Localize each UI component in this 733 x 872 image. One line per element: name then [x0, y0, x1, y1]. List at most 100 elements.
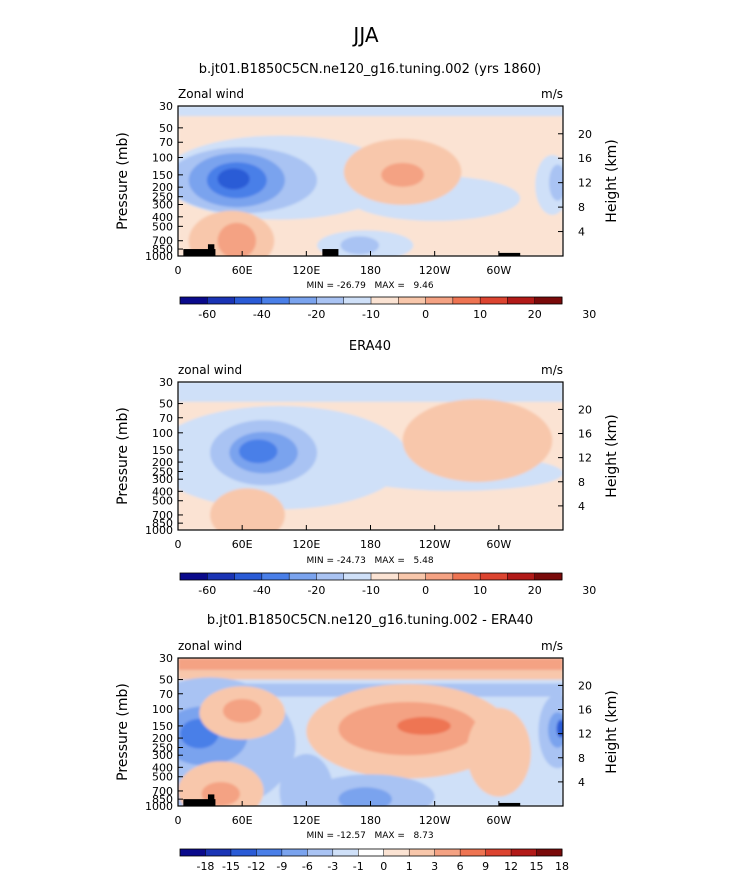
- colorbar-swatch: [180, 297, 208, 304]
- topography-mask: [322, 249, 339, 256]
- colorbar-label: 12: [504, 860, 518, 872]
- colorbar-swatch: [398, 297, 427, 304]
- topography-mask: [207, 244, 215, 256]
- colorbar-label: 1: [406, 860, 413, 872]
- y-tick-label: 700: [152, 509, 173, 522]
- colorbar-label: 30: [582, 308, 596, 321]
- y-tick-label: 1000: [145, 250, 173, 263]
- colorbar-label: -10: [362, 308, 380, 321]
- field-contour: [217, 222, 257, 256]
- colorbar-swatch: [234, 297, 263, 304]
- y-tick-label: 30: [159, 652, 173, 665]
- units-label: m/s: [541, 87, 563, 101]
- y2-tick-label: 4: [578, 776, 585, 789]
- colorbar-swatch: [256, 849, 283, 856]
- colorbar-swatch: [536, 849, 563, 856]
- colorbar-swatch: [480, 573, 508, 580]
- colorbar-swatch: [289, 573, 317, 580]
- colorbar-label: 30: [582, 584, 596, 597]
- colorbar-swatch: [534, 573, 563, 580]
- y2-tick-label: 8: [578, 201, 585, 214]
- colorbar-swatch: [507, 573, 536, 580]
- y-tick-label: 500: [152, 220, 173, 233]
- colorbar-label: -20: [307, 308, 325, 321]
- field-contour: [397, 717, 451, 735]
- plot-field: [178, 382, 563, 530]
- colorbar-swatch: [316, 297, 345, 304]
- colorbar-swatch: [307, 849, 334, 856]
- field-band: [178, 106, 563, 117]
- y-tick-label: 1000: [145, 800, 173, 813]
- y-tick-label: 70: [159, 688, 173, 701]
- y2-ticks: 20 16 12 8 4: [558, 128, 592, 239]
- y2-tick-label: 16: [578, 428, 592, 441]
- field-contour: [238, 439, 278, 464]
- field-contour: [222, 699, 262, 723]
- colorbar-swatch: [507, 297, 536, 304]
- x-tick-label: 0: [175, 538, 182, 551]
- x-tick-label: 120W: [419, 538, 451, 551]
- topography-mask: [498, 802, 521, 806]
- colorbar-label: 15: [530, 860, 544, 872]
- units-label: m/s: [541, 639, 563, 653]
- y2-tick-label: 4: [578, 500, 585, 513]
- x-tick-label: 120E: [292, 538, 320, 551]
- y-tick-label: 70: [159, 136, 173, 149]
- x-tick-label: 0: [175, 814, 182, 827]
- colorbar-swatch: [511, 849, 538, 856]
- field-band: [178, 382, 563, 402]
- y-tick-label: 1000: [145, 524, 173, 537]
- x-ticks: 0 60E 120E 180 120W 60W: [175, 251, 511, 277]
- colorbar-swatch: [460, 849, 487, 856]
- colorbar-label: -40: [253, 584, 271, 597]
- colorbar-swatch: [180, 849, 206, 856]
- colorbar-label: 9: [482, 860, 489, 872]
- colorbar-label: 10: [473, 584, 487, 597]
- colorbar-swatch: [289, 297, 317, 304]
- topography-mask: [207, 794, 215, 806]
- colorbar-swatch: [205, 849, 232, 856]
- colorbar-label: 10: [473, 308, 487, 321]
- y-tick-label: 250: [152, 741, 173, 754]
- x-tick-label: 60W: [486, 264, 511, 277]
- topography-mask: [183, 249, 216, 256]
- colorbar-swatch: [316, 573, 345, 580]
- colorbar-swatch: [398, 573, 427, 580]
- colorbar: -18 -15 -12 -9 -6 -3 -1 0 1 3 6 9 12 15 18: [179, 848, 569, 872]
- field-contour: [217, 168, 250, 190]
- colorbar-label: -60: [198, 308, 216, 321]
- y-axis-label: Pressure (mb): [115, 132, 131, 230]
- colorbar-swatch: [371, 297, 399, 304]
- panel-title: b.jt01.B1850C5CN.ne120_g16.tuning.002 (y…: [199, 62, 541, 77]
- y2-tick-label: 20: [578, 403, 592, 416]
- colorbar: -60 -40 -20 -10 0 10 20 30: [179, 572, 596, 597]
- y2-tick-label: 16: [578, 704, 592, 717]
- colorbar-swatch: [343, 297, 372, 304]
- x-tick-label: 120W: [419, 264, 451, 277]
- left-label: zonal wind: [178, 363, 242, 377]
- colorbar-swatch: [261, 297, 290, 304]
- colorbar-swatch: [261, 573, 290, 580]
- colorbar-label: -12: [247, 860, 265, 872]
- y2-axis-label: Height (km): [604, 690, 620, 773]
- panel-era40: ERA40 zonal wind m/s 3050701001502002503…: [115, 339, 620, 597]
- y2-tick-label: 8: [578, 752, 585, 765]
- colorbar-swatch: [425, 573, 454, 580]
- colorbar-swatch: [371, 573, 399, 580]
- season-title: JJA: [351, 23, 378, 47]
- colorbar-label: -9: [276, 860, 287, 872]
- colorbar-label: 0: [422, 308, 429, 321]
- y2-tick-label: 16: [578, 152, 592, 165]
- x-tick-label: 180: [360, 538, 381, 551]
- colorbar-swatch: [534, 297, 563, 304]
- y-tick-label: 400: [152, 761, 173, 774]
- field-contour: [381, 162, 424, 187]
- y-tick-label: 150: [152, 444, 173, 457]
- y-tick-label: 200: [152, 456, 173, 469]
- min-max-text: MIN = -26.79 MAX = 9.46: [306, 281, 433, 291]
- colorbar-swatch: [230, 849, 257, 856]
- x-tick-label: 180: [360, 264, 381, 277]
- min-max-text: MIN = -24.73 MAX = 5.48: [306, 556, 433, 566]
- field-contour: [340, 236, 380, 255]
